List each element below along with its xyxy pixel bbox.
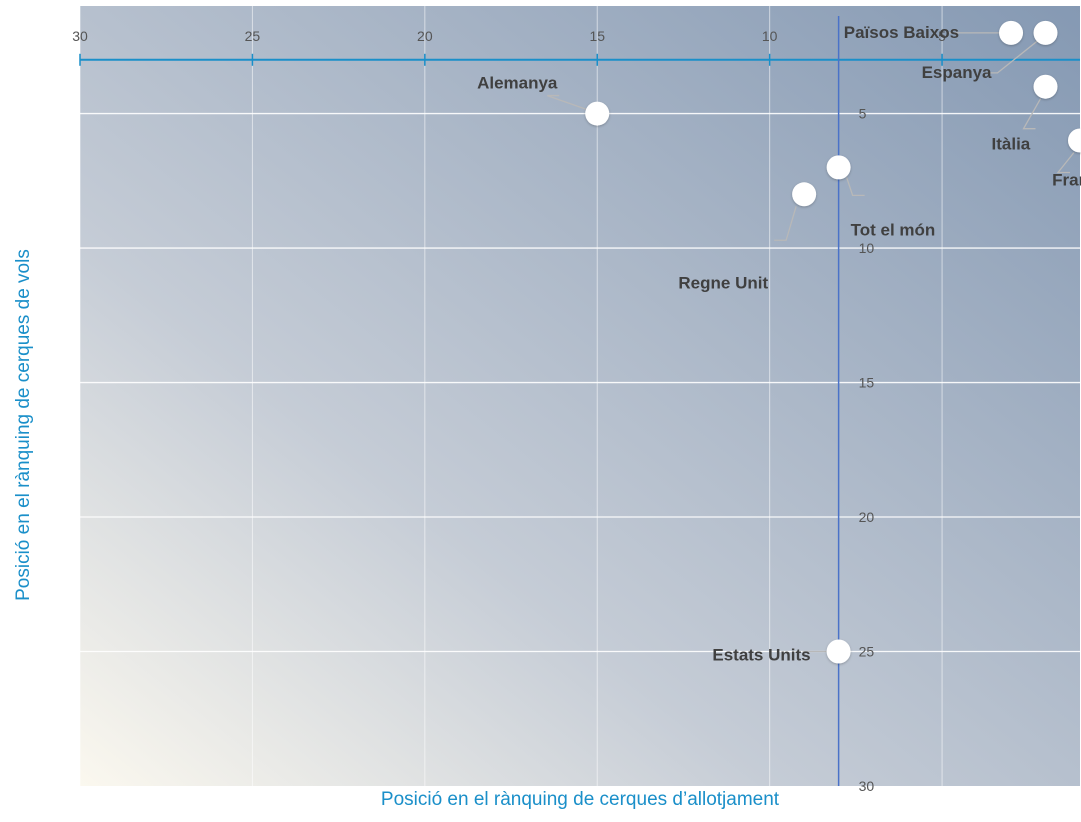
x-tick-label: 25 <box>245 28 261 44</box>
plot-background <box>80 6 1080 786</box>
data-point <box>1068 128 1081 153</box>
data-point <box>826 155 851 180</box>
leader-line <box>1056 152 1075 174</box>
y-tick-label: 5 <box>859 106 867 122</box>
data-point <box>1033 20 1058 45</box>
data-label: Estats Units <box>712 646 810 665</box>
data-point <box>792 182 817 207</box>
data-label: Regne Unit <box>678 273 768 292</box>
y-tick-label: 10 <box>859 240 875 256</box>
y-tick-label: 20 <box>859 509 875 525</box>
data-label: Alemanya <box>477 74 558 93</box>
data-point <box>999 20 1024 45</box>
data-label: Tot el món <box>851 220 936 239</box>
data-point <box>1033 74 1058 99</box>
leader-line <box>1022 98 1042 130</box>
x-tick-label: 10 <box>762 28 778 44</box>
leader-line <box>846 177 865 197</box>
x-tick-label: 20 <box>417 28 433 44</box>
data-label: Itàlia <box>992 135 1031 154</box>
leader-line <box>547 94 588 111</box>
data-point <box>585 101 610 126</box>
x-tick-label: 5 <box>938 28 946 44</box>
x-tick-label: 15 <box>589 28 605 44</box>
data-label: França <box>1052 170 1081 189</box>
x-axis-title: Posició en el rànquing de cerques d’allo… <box>380 789 780 810</box>
data-label: Espanya <box>922 63 992 82</box>
leader-line <box>774 206 797 241</box>
leader-line <box>985 40 1038 74</box>
data-label: Països Baixos <box>844 23 959 42</box>
data-point <box>826 639 851 664</box>
y-tick-label: 25 <box>859 644 875 660</box>
y-tick-label: 30 <box>859 778 875 794</box>
y-tick-label: 15 <box>859 375 875 391</box>
y-axis-title: Posició en el rànquing de cerques de vol… <box>13 249 34 601</box>
x-tick-label: 30 <box>72 28 88 44</box>
